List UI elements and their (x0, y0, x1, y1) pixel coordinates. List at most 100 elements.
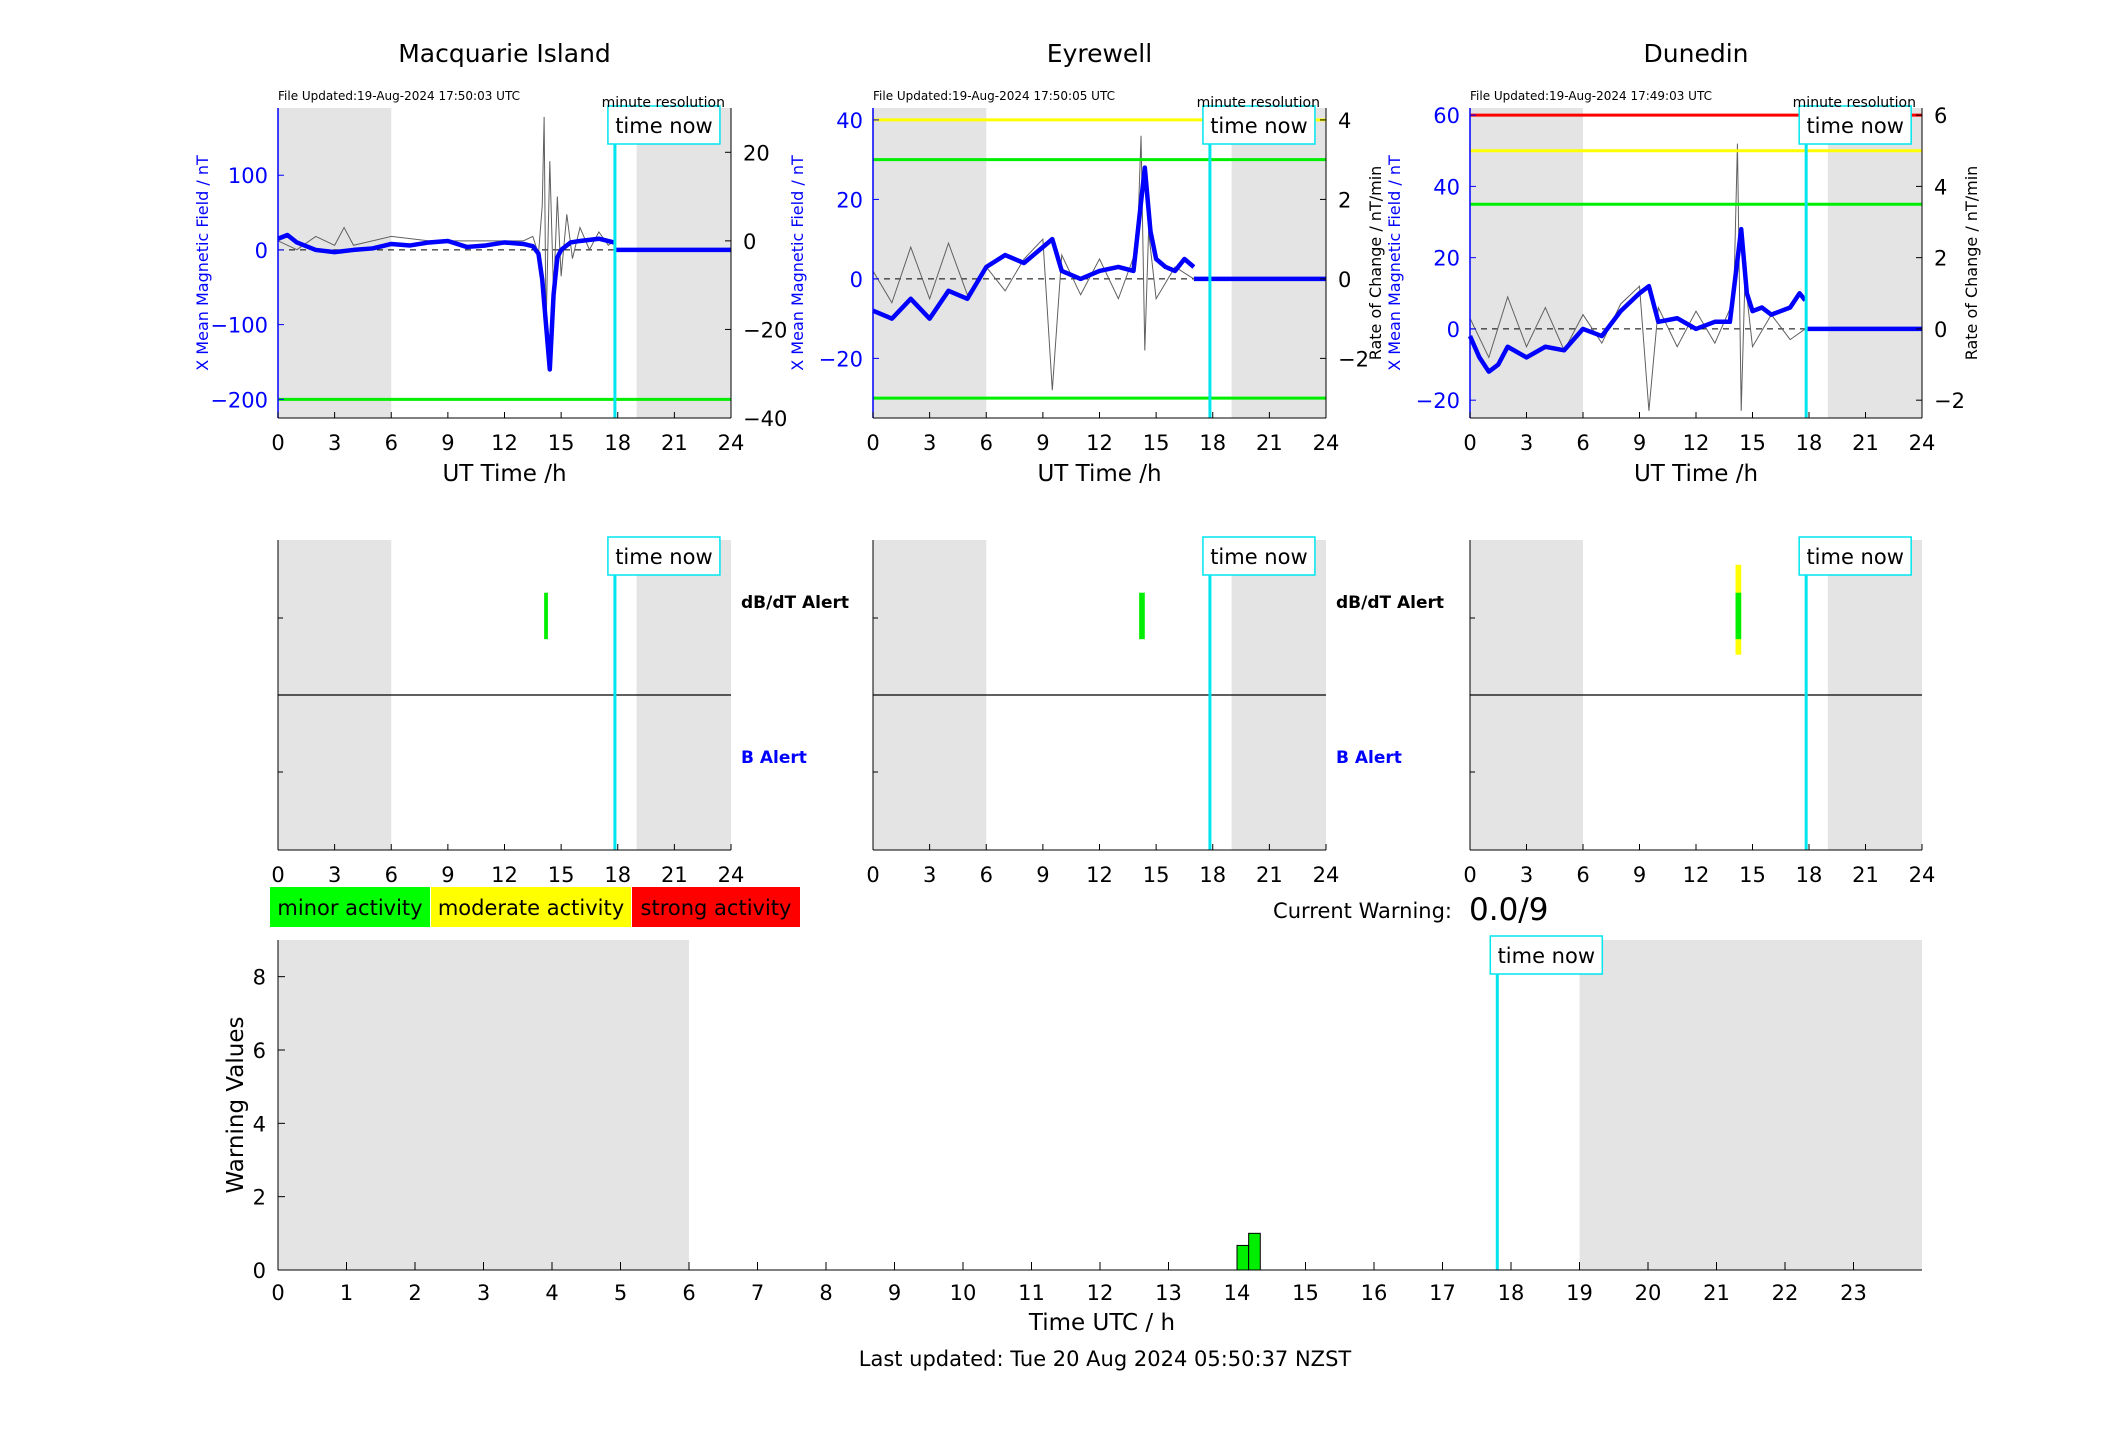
minute-resolution: minute resolution (1197, 95, 1320, 111)
x-tick-label: 1 (340, 1281, 353, 1305)
x-tick-label: 24 (1909, 431, 1936, 455)
y-tick-label: 2 (253, 1186, 266, 1210)
x-tick-label: 6 (980, 431, 993, 455)
x-tick-label: 15 (1143, 863, 1170, 887)
y-tick-label-right: 0 (1338, 268, 1351, 292)
y-tick-label-right: 4 (1338, 109, 1351, 133)
y-tick-label-right: 2 (1934, 247, 1947, 271)
y-tick-label-right: 0 (1934, 318, 1947, 342)
y-tick-label-right: −2 (1338, 347, 1369, 371)
station-title: Macquarie Island (398, 39, 611, 68)
x-tick-label: 18 (1498, 1281, 1525, 1305)
x-tick-label: 24 (718, 431, 745, 455)
x-axis-label: UT Time /h (1634, 461, 1758, 487)
x-tick-label: 12 (1086, 863, 1113, 887)
x-tick-label: 4 (545, 1281, 558, 1305)
x-tick-label: 15 (548, 431, 575, 455)
legend-swatch (632, 887, 800, 927)
alert-panel: time now 0 3 6 9 12 15 18 21 24 dB/dT Alert B Alert (271, 536, 849, 887)
file-updated: File Updated:19-Aug-2024 17:49:03 UTC (1470, 89, 1712, 103)
x-tick-label: 13 (1155, 1281, 1182, 1305)
night-shading (636, 108, 731, 418)
x-tick-label: 6 (682, 1281, 695, 1305)
x-tick-label: 3 (923, 863, 936, 887)
x-tick-label: 15 (1143, 431, 1170, 455)
y-tick-label-left: 0 (850, 268, 863, 292)
x-tick-label: 7 (751, 1281, 764, 1305)
x-tick-label: 9 (1633, 431, 1646, 455)
x-tick-label: 23 (1840, 1281, 1867, 1305)
y-tick-label-left: 20 (1433, 247, 1460, 271)
x-tick-label: 18 (1199, 863, 1226, 887)
x-tick-label: 12 (1086, 431, 1113, 455)
legend-label: strong activity (641, 896, 792, 920)
time-now-box (1202, 105, 1316, 145)
y-tick-label-left: −20 (819, 347, 863, 371)
current-warning: Current Warning: 0.0/9 (1273, 892, 1548, 928)
x-tick-label: 8 (819, 1281, 832, 1305)
time-now-box (1798, 105, 1912, 145)
mean-field-line (277, 232, 615, 372)
legend-label: moderate activity (438, 896, 624, 920)
night-shading (1231, 108, 1326, 418)
x-tick-label: 3 (328, 863, 341, 887)
x-tick-label: 11 (1018, 1281, 1045, 1305)
x-tick-label: 15 (548, 863, 575, 887)
x-tick-label: 6 (385, 863, 398, 887)
x-tick-label: 6 (980, 863, 993, 887)
y-tick-label-right: −40 (743, 407, 787, 431)
y-tick-label: 6 (253, 1039, 266, 1063)
x-tick-label: 15 (1739, 863, 1766, 887)
warning-bar (1248, 1232, 1261, 1271)
y-axis-label: Warning Values (223, 1016, 249, 1193)
dbdt-alert-label: dB/dT Alert (1336, 593, 1444, 613)
night-shading (1579, 940, 1922, 1270)
time-now-label: time now (1210, 114, 1307, 138)
x-tick-label: 17 (1429, 1281, 1456, 1305)
x-tick-label: 9 (888, 1281, 901, 1305)
mean-field-line (872, 165, 1196, 321)
alert-panel: time now 0 3 6 9 12 15 18 21 24 dB/dT Alert B Alert (866, 536, 1444, 887)
x-tick-label: 18 (1796, 863, 1823, 887)
y-axis-label-left: X Mean Magnetic Field / nT (788, 155, 807, 371)
x-tick-label: 21 (661, 863, 688, 887)
station-title: Dunedin (1644, 39, 1749, 68)
x-tick-label: 18 (1199, 431, 1226, 455)
minute-resolution: minute resolution (1793, 95, 1916, 111)
x-tick-label: 18 (1796, 431, 1823, 455)
y-tick-label-right: 0 (743, 230, 756, 254)
x-tick-label: 18 (604, 431, 631, 455)
x-tick-label: 12 (1087, 1281, 1114, 1305)
night-shading (873, 108, 987, 418)
x-tick-label: 2 (408, 1281, 421, 1305)
last-updated: Last updated: Tue 20 Aug 2024 05:50:37 N… (859, 1347, 1352, 1371)
x-tick-label: 5 (614, 1281, 627, 1305)
time-now-label: time now (615, 545, 712, 569)
y-tick-label: 8 (253, 966, 266, 990)
x-tick-label: 22 (1772, 1281, 1799, 1305)
minute-resolution: minute resolution (602, 95, 725, 111)
y-tick-label-left: −200 (210, 388, 268, 412)
y-tick-label-left: 40 (1433, 175, 1460, 199)
x-tick-label: 3 (328, 431, 341, 455)
x-tick-label: 14 (1224, 1281, 1251, 1305)
rate-of-change-line (872, 135, 1195, 391)
x-tick-label: 6 (1576, 431, 1589, 455)
x-tick-label: 21 (1256, 431, 1283, 455)
time-now-box (1489, 935, 1604, 975)
x-tick-label: 0 (271, 1281, 284, 1305)
current-warning-value: 0.0/9 (1469, 892, 1548, 928)
x-tick-label: 15 (1739, 431, 1766, 455)
x-tick-label: 6 (1576, 863, 1589, 887)
b-alert-label: B Alert (741, 748, 807, 768)
time-now-box (607, 536, 721, 576)
x-tick-label: 3 (1520, 863, 1533, 887)
time-now-box (1202, 536, 1316, 576)
x-tick-label: 10 (950, 1281, 977, 1305)
x-tick-label: 9 (441, 863, 454, 887)
